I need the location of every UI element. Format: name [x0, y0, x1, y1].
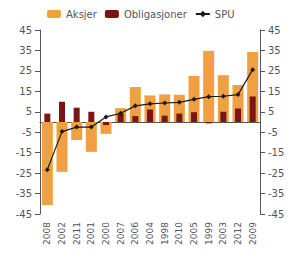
svg-text:-45: -45: [16, 209, 32, 220]
svg-text:-5: -5: [22, 127, 32, 138]
svg-text:2007: 2007: [116, 222, 126, 245]
svg-text:2008: 2008: [42, 222, 52, 245]
svg-text:35: 35: [19, 45, 32, 56]
svg-text:2012: 2012: [233, 222, 243, 245]
svg-text:2004: 2004: [145, 222, 155, 245]
svg-text:35: 35: [268, 45, 281, 56]
svg-text:15: 15: [268, 86, 281, 97]
svg-text:2006: 2006: [130, 222, 140, 245]
svg-text:15: 15: [19, 86, 32, 97]
svg-text:25: 25: [268, 65, 281, 76]
svg-text:-35: -35: [16, 188, 32, 199]
svg-text:25: 25: [19, 65, 32, 76]
svg-text:2003: 2003: [218, 222, 228, 245]
svg-text:SPU: SPU: [215, 9, 235, 20]
svg-text:45: 45: [268, 25, 281, 36]
svg-text:-25: -25: [16, 168, 32, 179]
svg-text:-15: -15: [16, 147, 32, 158]
svg-text:-15: -15: [268, 147, 284, 158]
svg-text:-25: -25: [268, 168, 284, 179]
svg-text:5: 5: [268, 106, 274, 117]
svg-text:Aksjer: Aksjer: [66, 9, 98, 20]
svg-text:2002: 2002: [57, 222, 67, 245]
svg-text:1998: 1998: [160, 222, 170, 245]
svg-text:2001: 2001: [86, 222, 96, 245]
svg-text:2005: 2005: [189, 222, 199, 245]
svg-text:2010: 2010: [174, 222, 184, 245]
svg-text:5: 5: [26, 106, 32, 117]
svg-text:2009: 2009: [248, 222, 258, 245]
svg-text:1999: 1999: [204, 222, 214, 245]
svg-text:Obligasjoner: Obligasjoner: [124, 9, 188, 20]
svg-text:-5: -5: [268, 127, 278, 138]
svg-text:45: 45: [19, 25, 32, 36]
svg-text:2000: 2000: [101, 222, 111, 245]
svg-text:-35: -35: [268, 188, 284, 199]
svg-text:-45: -45: [268, 209, 284, 220]
svg-text:2011: 2011: [72, 222, 82, 245]
